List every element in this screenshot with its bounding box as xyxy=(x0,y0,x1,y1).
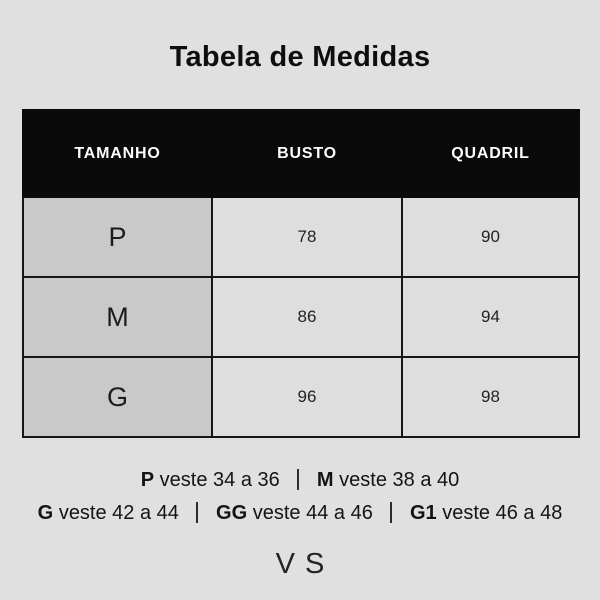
quadril-value-m: 94 xyxy=(401,276,580,358)
note-range-text: veste 34 a 36 xyxy=(159,469,280,491)
size-cell-p: P xyxy=(22,196,213,278)
note-size-label: GG xyxy=(216,502,248,524)
table-row: P 78 90 xyxy=(22,196,580,278)
header-cell-quadril: QUADRIL xyxy=(401,109,580,198)
busto-value-m: 86 xyxy=(211,276,403,358)
note-size-label: P xyxy=(140,469,155,491)
note-segment: GG veste 44 a 46 xyxy=(216,502,373,524)
note-segment: G1 veste 46 a 48 xyxy=(410,502,562,524)
quadril-value-p: 90 xyxy=(401,196,580,278)
busto-value-p: 78 xyxy=(211,196,403,278)
note-size-label: G1 xyxy=(409,502,437,524)
quadril-value-g: 98 xyxy=(401,356,580,438)
note-size-label: M xyxy=(316,469,334,491)
size-table: TAMANHO BUSTO QUADRIL P 78 90 M 86 94 G … xyxy=(22,109,580,438)
page-title: Tabela de Medidas xyxy=(169,41,431,73)
size-cell-g: G xyxy=(22,356,213,438)
size-cell-m: M xyxy=(22,276,213,358)
table-header-row: TAMANHO BUSTO QUADRIL xyxy=(22,109,580,198)
header-cell-tamanho: TAMANHO xyxy=(22,109,213,198)
separator-bar xyxy=(390,502,393,523)
note-range-text: veste 46 a 48 xyxy=(442,502,563,524)
note-range-text: veste 42 a 44 xyxy=(58,502,179,524)
separator-bar xyxy=(196,502,199,523)
table-row: G 96 98 xyxy=(22,356,580,438)
note-range-text: veste 38 a 40 xyxy=(339,469,460,491)
note-range-text: veste 44 a 46 xyxy=(252,502,373,524)
brand-logo: VS xyxy=(275,548,335,580)
note-size-label: G xyxy=(37,502,54,524)
busto-value-g: 96 xyxy=(211,356,403,438)
separator-bar xyxy=(297,469,300,490)
table-row: M 86 94 xyxy=(22,276,580,358)
header-cell-busto: BUSTO xyxy=(211,109,403,198)
